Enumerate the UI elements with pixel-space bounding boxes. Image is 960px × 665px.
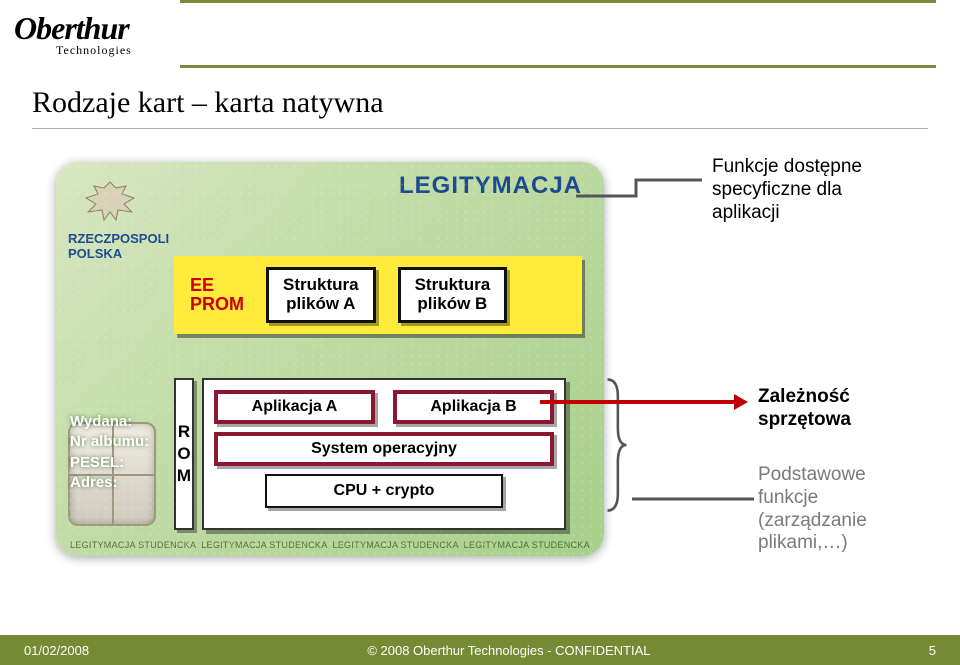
- eeprom-l1: EE: [190, 275, 214, 295]
- brand-name: Oberthur: [14, 10, 180, 47]
- card-rp-label: RZECZPOSPOLI POLSKA: [68, 232, 169, 262]
- struct-a-box: Struktura plików A: [266, 267, 376, 322]
- header: Oberthur Technologies: [0, 0, 960, 68]
- banner: [180, 0, 936, 68]
- bracket-icon: [604, 376, 630, 514]
- func-l2: specyficzne dla: [712, 179, 862, 202]
- base-l2: funkcje: [758, 487, 867, 510]
- card-foot-d: LEGITYMACJA STUDENCKA: [464, 540, 590, 550]
- rom-O: O: [177, 444, 190, 464]
- rom-stack: Aplikacja A Aplikacja B System operacyjn…: [202, 378, 566, 530]
- banner-gutter: [936, 0, 960, 68]
- card-brand-text: LEGITYMACJA: [389, 168, 592, 204]
- cpu-box: CPU + crypto: [265, 474, 503, 508]
- logo: Oberthur Technologies: [0, 0, 180, 68]
- eeprom-l2: PROM: [190, 294, 244, 314]
- eeprom-label: EE PROM: [190, 276, 244, 314]
- title-rule: [32, 128, 928, 129]
- expl-base: Podstawowe funkcje (zarządzanie plikami,…: [758, 464, 867, 555]
- footer-mid: © 2008 Oberthur Technologies - CONFIDENT…: [367, 643, 650, 658]
- base-l3: (zarządzanie: [758, 510, 867, 533]
- dep-l1: Zależność: [758, 386, 851, 409]
- func-l3: aplikacji: [712, 202, 862, 225]
- struct-a-l1: Struktura: [283, 275, 359, 294]
- rom-M: M: [177, 466, 191, 486]
- struct-a-l2: plików A: [286, 294, 355, 313]
- rom-row: R O M Aplikacja A Aplikacja B System ope…: [174, 378, 566, 530]
- base-l1: Podstawowe: [758, 464, 867, 487]
- app-b-box: Aplikacja B: [393, 390, 554, 424]
- banner-bottom-rule: [180, 65, 936, 68]
- chip-icon: [68, 422, 156, 526]
- os-box: System operacyjny: [214, 432, 554, 466]
- expl-func: Funkcje dostępne specyficzne dla aplikac…: [712, 156, 862, 224]
- app-a-box: Aplikacja A: [214, 390, 375, 424]
- card-footer-strip: LEGITYMACJA STUDENCKA LEGITYMACJA STUDEN…: [70, 540, 590, 550]
- footer-page: 5: [929, 643, 936, 658]
- footer: 01/02/2008 © 2008 Oberthur Technologies …: [0, 635, 960, 665]
- banner-swatches: [552, 3, 564, 65]
- struct-b-l1: Struktura: [415, 275, 491, 294]
- expl-dependency: Zależność sprzętowa: [758, 386, 851, 432]
- connector-func: [576, 176, 706, 216]
- arrow-dependency: [540, 400, 748, 404]
- brand-sub: Technologies: [56, 43, 180, 58]
- rp-line2: POLSKA: [68, 246, 122, 261]
- connector-base: [632, 492, 754, 506]
- card-foot-c: LEGITYMACJA STUDENCKA: [332, 540, 458, 550]
- base-l4: plikami,…): [758, 532, 867, 555]
- arrow-head-icon: [734, 394, 748, 410]
- card-foot-a: LEGITYMACJA STUDENCKA: [70, 540, 196, 550]
- eagle-icon: [80, 178, 140, 234]
- app-row: Aplikacja A Aplikacja B: [214, 390, 554, 424]
- card-foot-b: LEGITYMACJA STUDENCKA: [201, 540, 327, 550]
- eeprom-row: EE PROM Struktura plików A Struktura pli…: [174, 256, 582, 334]
- rp-line1: RZECZPOSPOLI: [68, 231, 169, 246]
- arrow-shaft: [540, 400, 734, 404]
- card-diagram: LEGITYMACJA RZECZPOSPOLI POLSKA EE PROM …: [56, 162, 604, 556]
- slide-title: Rodzaje kart – karta natywna: [32, 86, 384, 120]
- struct-b-l2: plików B: [417, 294, 487, 313]
- dep-l2: sprzętowa: [758, 409, 851, 432]
- footer-date: 01/02/2008: [24, 643, 89, 658]
- rom-label: R O M: [174, 378, 194, 530]
- func-l1: Funkcje dostępne: [712, 156, 862, 179]
- rom-R: R: [178, 422, 190, 442]
- struct-b-box: Struktura plików B: [398, 267, 508, 322]
